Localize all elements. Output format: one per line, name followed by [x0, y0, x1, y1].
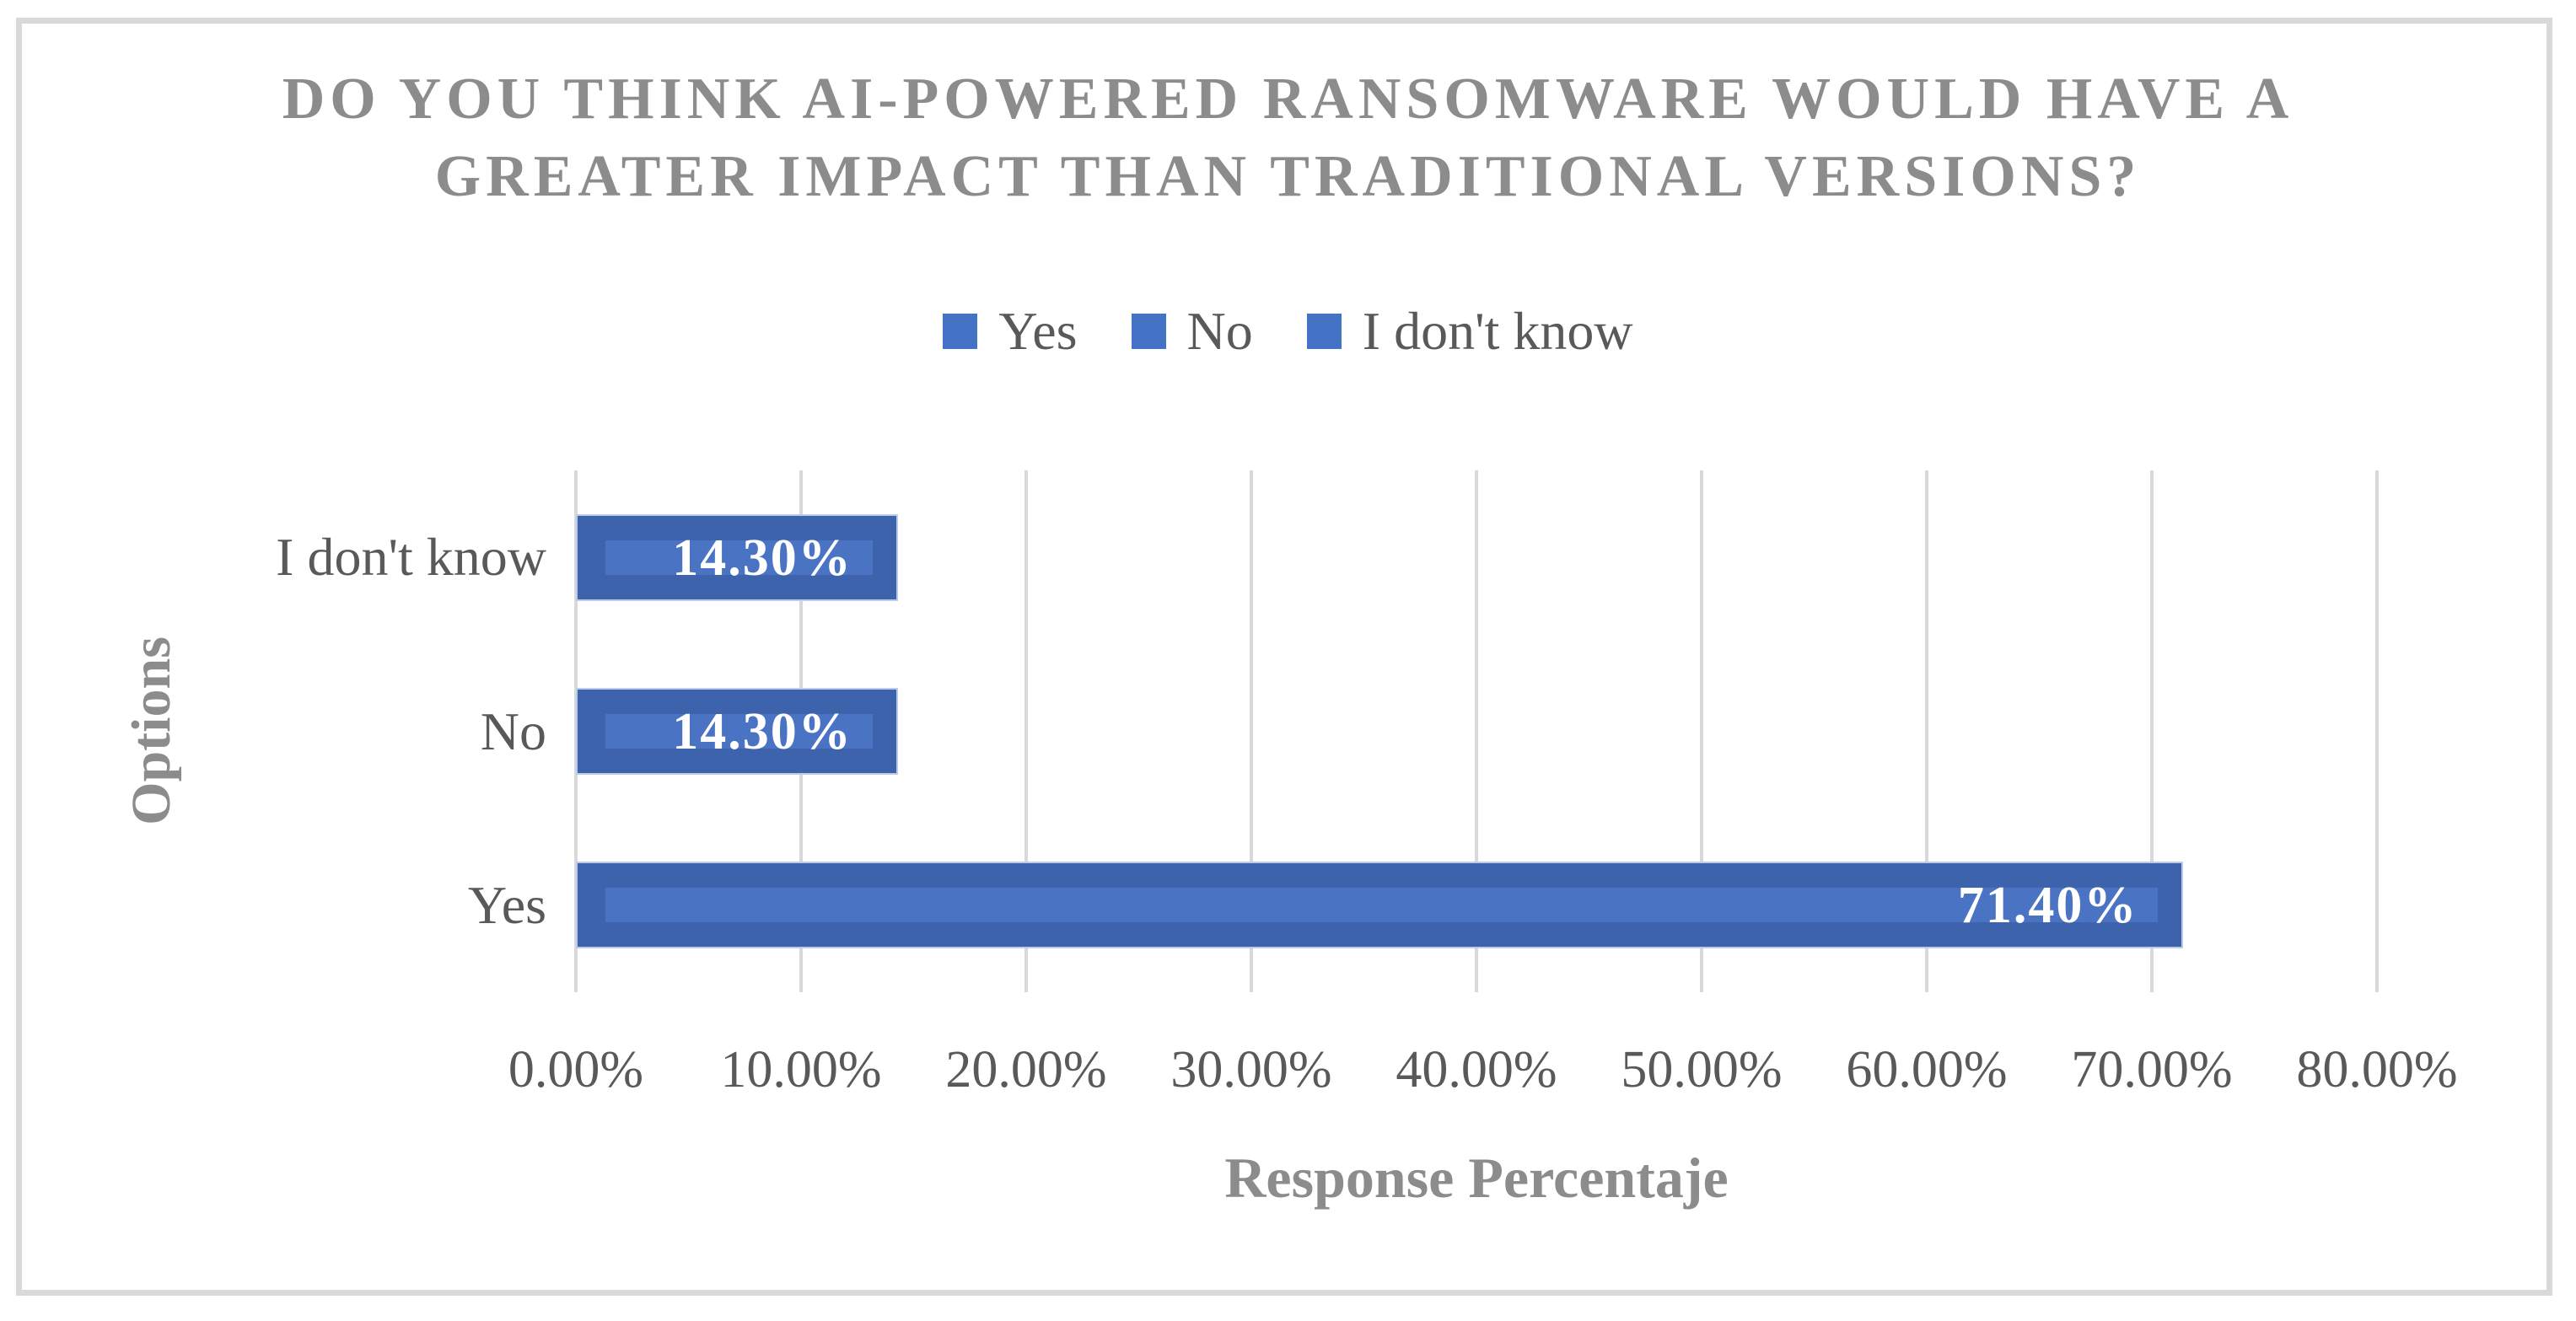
- chart-border: [16, 18, 2552, 1296]
- bar-no: 14.30%: [576, 688, 898, 775]
- bar-i-don-t-know: 14.30%: [576, 514, 898, 601]
- legend-item-no: No: [1131, 300, 1253, 362]
- data-label: 14.30%: [672, 529, 852, 587]
- chart-title: DO YOU THINK AI-POWERED RANSOMWARE WOULD…: [0, 61, 2576, 216]
- legend: Yes No I don't know: [0, 300, 2576, 362]
- category-label: Yes: [467, 875, 546, 935]
- x-tick-label: 0.00%: [508, 1041, 644, 1098]
- x-tick-label: 10.00%: [720, 1041, 882, 1098]
- gridline: [2150, 470, 2154, 992]
- legend-swatch-icon: [943, 314, 978, 349]
- gridline: [1700, 470, 1703, 992]
- x-tick-label: 50.00%: [1621, 1041, 1783, 1098]
- gridline: [1925, 470, 1928, 992]
- chart-title-line-1: DO YOU THINK AI-POWERED RANSOMWARE WOULD…: [282, 67, 2294, 132]
- category-label: I don't know: [276, 527, 546, 587]
- legend-label: No: [1186, 301, 1253, 361]
- plot-area: 14.30% 14.30% 71.40%: [574, 470, 2379, 992]
- legend-item-i-dont-know: I don't know: [1306, 300, 1633, 362]
- x-tick-label: 40.00%: [1396, 1041, 1557, 1098]
- data-label: 71.40%: [1957, 876, 2138, 934]
- x-axis-title: Response Percentaje: [1224, 1146, 1729, 1210]
- x-tick-label: 60.00%: [1846, 1041, 2008, 1098]
- legend-label: Yes: [998, 301, 1078, 361]
- bar-yes: 71.40%: [576, 862, 2184, 948]
- chart-title-line-2: GREATER IMPACT THAN TRADITIONAL VERSIONS…: [434, 144, 2142, 209]
- data-label: 14.30%: [672, 702, 852, 760]
- gridline: [2375, 470, 2379, 992]
- gridline: [1475, 470, 1478, 992]
- x-tick-label: 80.00%: [2296, 1041, 2458, 1098]
- bar-inner-highlight: [605, 540, 873, 575]
- legend-swatch-icon: [1131, 314, 1166, 349]
- category-label: No: [480, 701, 546, 761]
- gridline: [1024, 470, 1028, 992]
- x-tick-label: 30.00%: [1170, 1041, 1332, 1098]
- legend-label: I don't know: [1362, 301, 1633, 361]
- legend-item-yes: Yes: [943, 300, 1078, 362]
- gridline: [1250, 470, 1253, 992]
- bar-inner-highlight: [605, 888, 2159, 922]
- legend-swatch-icon: [1306, 314, 1342, 349]
- y-axis-title: Options: [121, 636, 182, 825]
- x-tick-label: 70.00%: [2071, 1041, 2233, 1098]
- x-tick-label: 20.00%: [945, 1041, 1107, 1098]
- bar-inner-highlight: [605, 714, 873, 749]
